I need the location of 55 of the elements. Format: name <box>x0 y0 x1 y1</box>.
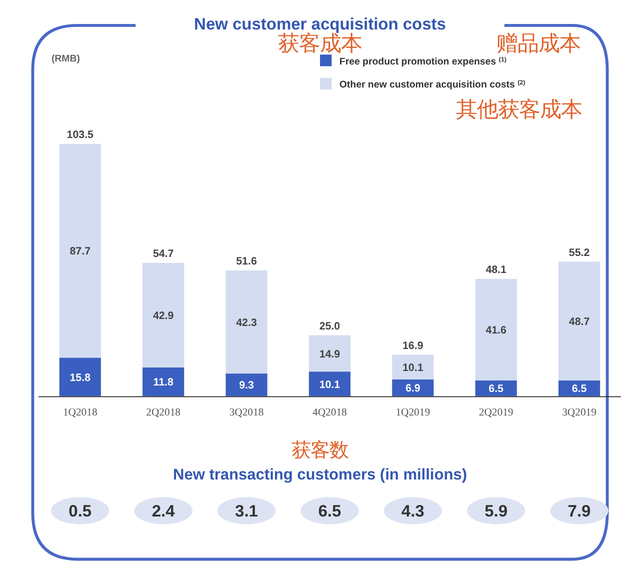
x-tick-label: 1Q2018 <box>62 406 98 419</box>
data-label: 48.7 <box>568 316 590 328</box>
text: New transacting customers (in millions) <box>173 466 467 484</box>
total-label: 51.6 <box>236 256 257 268</box>
data-label: 2.4 <box>152 502 176 521</box>
data-label: 6.5 <box>488 383 504 396</box>
bar <box>475 278 517 380</box>
bar <box>142 262 184 368</box>
data-label: 5.9 <box>484 502 508 521</box>
bar <box>226 374 268 396</box>
data-label: 11.8 <box>153 376 174 389</box>
text: 获客数 <box>292 438 348 462</box>
y-axis-title: (RMB) <box>51 53 80 64</box>
data-label: 10.1 <box>402 362 424 374</box>
data-label: 42.3 <box>236 316 257 329</box>
data-label: 4.3 <box>401 502 424 521</box>
data-label: 15.8 <box>70 372 91 384</box>
data-label: 9.3 <box>239 380 254 392</box>
x-tick-label: 4Q2018 <box>312 406 347 419</box>
text: 其他获客成本 <box>456 98 582 123</box>
bar <box>392 354 434 380</box>
total-label: 54.7 <box>152 248 174 260</box>
bar <box>558 262 600 380</box>
x-tick-label: 2Q2018 <box>146 406 180 419</box>
bar <box>59 358 101 396</box>
data-label: 10.1 <box>319 378 340 391</box>
x-tick-label: 1Q2019 <box>396 406 430 419</box>
data-label: 42.9 <box>152 310 174 322</box>
data-label: 41.6 <box>486 324 507 337</box>
total-label: 25.0 <box>319 320 340 332</box>
data-label: 3.1 <box>235 502 258 521</box>
data-label: 14.9 <box>319 348 340 360</box>
total-label: 16.9 <box>402 340 424 352</box>
total-label: 55.2 <box>568 246 590 259</box>
bar <box>59 144 101 358</box>
legend-label: Other new customer acquisition costs $^{(2)}$ <box>339 79 526 91</box>
total-label: 48.1 <box>486 264 507 276</box>
total-label: 103.5 <box>66 129 94 142</box>
data-label: 0.5 <box>68 502 92 521</box>
legend-label: Free product promotion expenses $^{(1)}$ <box>339 56 506 68</box>
data-label: 7.9 <box>568 502 591 521</box>
bar <box>226 270 268 374</box>
x-tick-label: 3Q2019 <box>562 406 596 419</box>
x-tick-label: 2Q2019 <box>478 406 514 419</box>
bar <box>142 367 184 396</box>
bar <box>308 335 350 372</box>
data-label: 6.9 <box>405 382 420 395</box>
x-tick-label: 3Q2018 <box>229 406 264 419</box>
text: 赠品成本 <box>496 32 580 57</box>
data-label: 6.5 <box>572 383 587 396</box>
text: 获客成本 <box>278 32 362 57</box>
data-label: 6.5 <box>318 502 342 521</box>
bar <box>308 372 350 396</box>
data-label: 87.7 <box>70 246 91 258</box>
chart-title: New customer acquisition costs <box>194 15 446 34</box>
